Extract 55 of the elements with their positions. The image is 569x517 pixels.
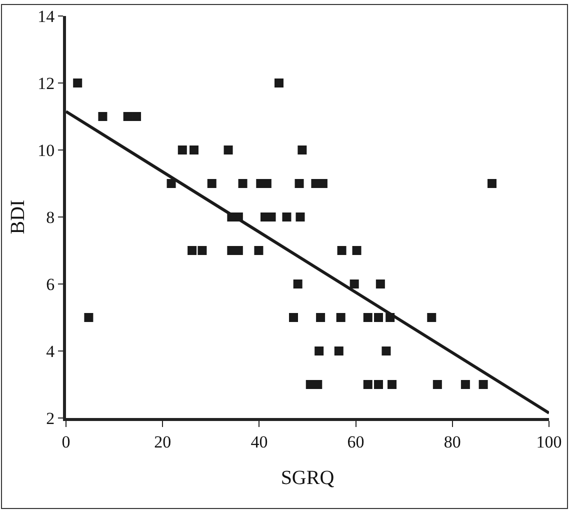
point	[334, 346, 344, 356]
point	[84, 313, 94, 322]
point	[376, 280, 385, 288]
point	[314, 346, 324, 356]
point	[98, 112, 108, 121]
y-tick-label: 2	[46, 408, 55, 428]
point	[132, 112, 142, 121]
point	[374, 380, 383, 389]
point	[274, 78, 284, 88]
point	[432, 380, 442, 389]
x-tick-label: 80	[444, 432, 461, 452]
point	[337, 246, 346, 255]
point	[293, 280, 302, 288]
point	[336, 313, 346, 322]
y-tick-label: 4	[46, 342, 56, 361]
x-tick-label: 20	[154, 432, 172, 452]
point	[316, 313, 326, 322]
point	[382, 346, 391, 356]
point	[363, 313, 372, 322]
point	[123, 112, 132, 121]
x-tick-label: 0	[62, 432, 70, 452]
x-tick-label: 60	[347, 432, 364, 452]
y-tick-label: 12	[38, 74, 55, 93]
point	[254, 246, 264, 255]
y-tick-label: 10	[38, 140, 55, 160]
point	[296, 212, 305, 222]
point	[478, 380, 488, 389]
point	[460, 380, 470, 389]
x-tick-label: 100	[536, 432, 562, 452]
point	[166, 179, 176, 188]
point	[190, 146, 198, 154]
point	[363, 380, 372, 389]
point	[207, 179, 216, 188]
point	[224, 146, 233, 154]
point	[427, 313, 436, 322]
point	[352, 246, 362, 255]
point	[288, 313, 298, 322]
point	[178, 146, 187, 154]
point	[238, 179, 248, 188]
y-axis-title: BDI	[7, 200, 30, 234]
y-tick-label: 6	[46, 274, 55, 294]
point	[294, 179, 304, 188]
y-tick-label: 14	[38, 6, 56, 26]
point	[298, 146, 307, 154]
point	[488, 179, 497, 188]
x-axis-title: SGRQ	[280, 466, 335, 489]
point	[388, 380, 397, 389]
point	[73, 78, 82, 88]
y-tick-label: 8	[46, 208, 55, 227]
x-tick-label: 40	[250, 432, 268, 452]
point	[198, 246, 207, 255]
point	[282, 212, 292, 222]
point	[350, 280, 359, 288]
point	[188, 246, 197, 255]
point	[374, 313, 383, 322]
